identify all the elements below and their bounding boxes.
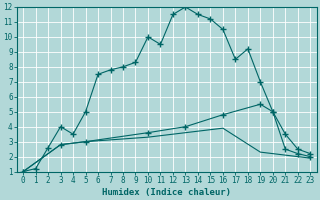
X-axis label: Humidex (Indice chaleur): Humidex (Indice chaleur) <box>102 188 231 197</box>
